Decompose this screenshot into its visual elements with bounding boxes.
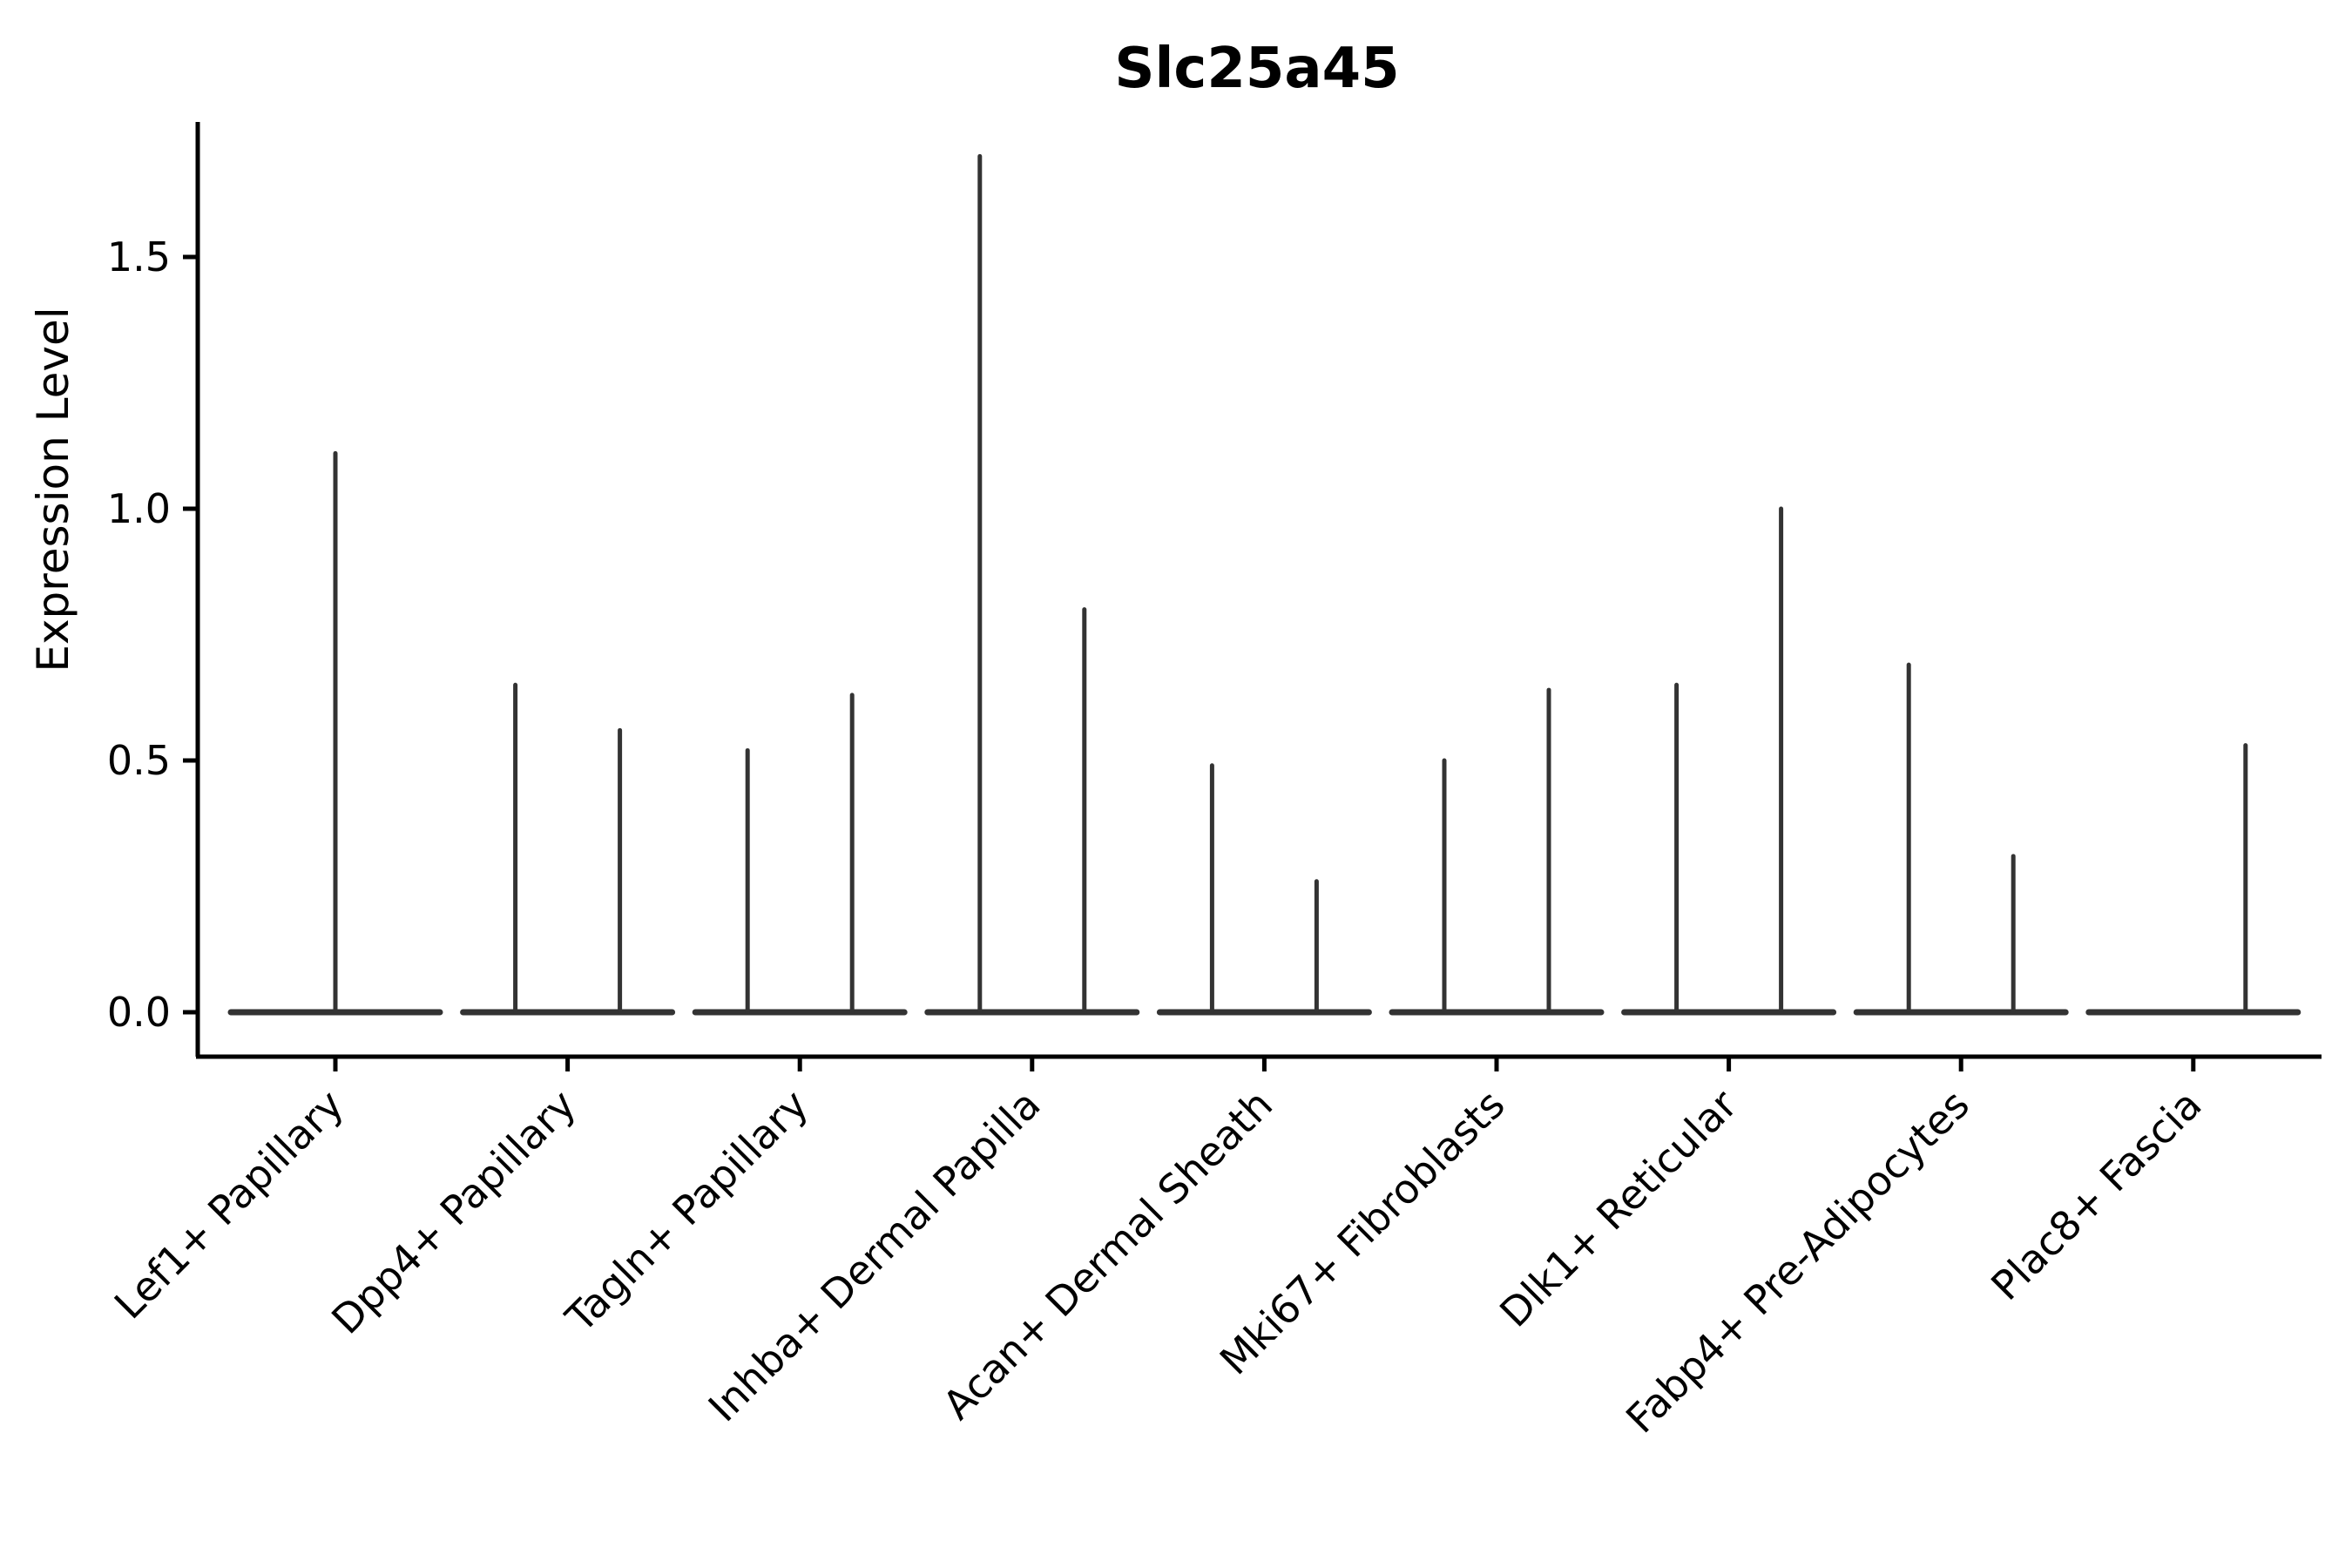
x-tick-label: Dpp4+ Papillary (322, 1081, 585, 1343)
x-tick-label: Lef1+ Papillary (105, 1081, 353, 1328)
y-axis-label: Expression Level (28, 307, 78, 672)
x-tick-label: Tagln+ Papillary (556, 1081, 817, 1342)
y-tick-label: 0.5 (107, 737, 171, 784)
violin-group (2085, 743, 2301, 1016)
y-tick-label: 0.0 (107, 989, 171, 1036)
violin-group (460, 682, 676, 1016)
violins-layer (227, 153, 2301, 1016)
violin-group (227, 450, 443, 1016)
x-tick-label: Plac8+ Fascia (1982, 1081, 2210, 1309)
y-tick-label: 1.0 (107, 485, 171, 532)
x-tick-label: Dlk1+ Reticular (1490, 1081, 1746, 1336)
y-tick-label: 1.5 (107, 233, 171, 280)
violin-group (924, 153, 1140, 1016)
violin-group (1853, 662, 2069, 1016)
violin-group (1156, 763, 1372, 1016)
violin-group (1621, 506, 1837, 1016)
plot-title: Slc25a45 (1114, 37, 1399, 101)
violin-group (692, 693, 908, 1016)
violin-group (1389, 687, 1605, 1016)
